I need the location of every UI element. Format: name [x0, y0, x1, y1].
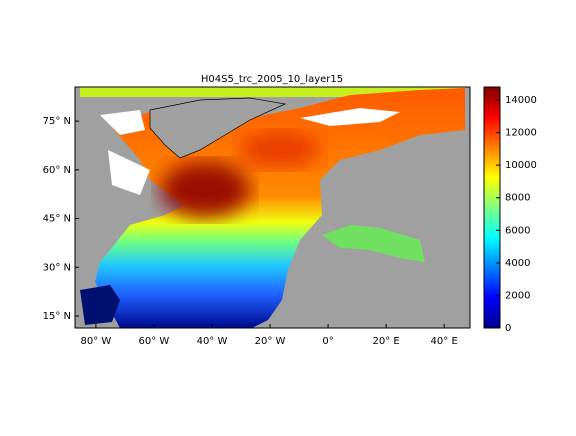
axes-box	[74, 86, 471, 329]
colorbar-tick-label: 14000	[505, 95, 537, 106]
colorbar-tick-label: 12000	[505, 128, 537, 139]
x-tick-label: 80° W	[80, 336, 111, 347]
colorbar-tick-label: 2000	[505, 290, 530, 301]
map-field	[75, 87, 470, 328]
colorbar-tick-label: 0	[505, 323, 511, 334]
y-tick-label: 15° N	[43, 311, 71, 322]
y-tick-label: 60° N	[43, 165, 71, 176]
x-tick-label: 60° W	[139, 336, 170, 347]
y-tick-label: 45° N	[43, 214, 71, 225]
map-title: H04S5_trc_2005_10_layer15	[201, 74, 343, 85]
colorbar	[483, 86, 501, 329]
y-tick-label: 75° N	[43, 116, 71, 127]
colorbar-tick-label: 8000	[505, 193, 530, 204]
y-tick-label: 30° N	[43, 262, 71, 273]
x-tick-label: 0°	[322, 336, 333, 347]
x-tick-label: 20° E	[373, 336, 400, 347]
colorbar-tick-label: 10000	[505, 160, 537, 171]
colorbar-tick-label: 4000	[505, 258, 530, 269]
x-tick-label: 40° W	[197, 336, 228, 347]
colorbar-tick-label: 6000	[505, 225, 530, 236]
x-tick-label: 40° E	[431, 336, 458, 347]
x-tick-label: 20° W	[255, 336, 286, 347]
